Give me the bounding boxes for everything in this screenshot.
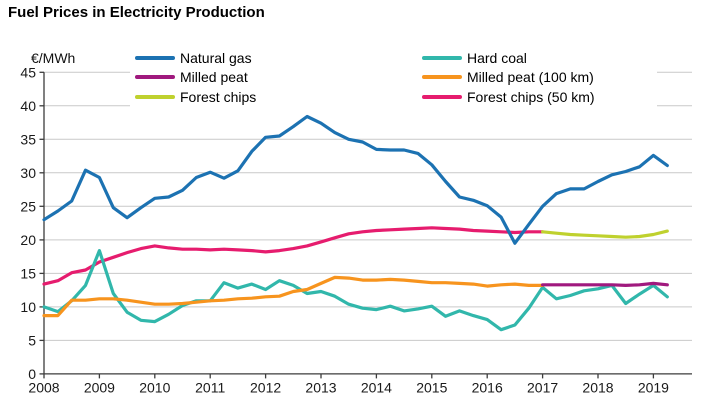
x-tick-label: 2015 <box>416 379 447 395</box>
legend-label: Forest chips <box>180 88 257 105</box>
axis-lines <box>43 72 692 375</box>
x-tick-label: 2014 <box>361 379 392 395</box>
y-tick-label: 35 <box>20 131 36 147</box>
y-tick-label: 45 <box>20 64 36 80</box>
natural-gas-line-swatch-icon <box>135 55 175 60</box>
series-line-milled-peat <box>540 281 669 287</box>
x-tick-label: 2019 <box>638 379 669 395</box>
chart-title: Fuel Prices in Electricity Production <box>8 4 265 21</box>
series-line-milled-peat-100-km <box>42 275 545 318</box>
series-line-natural-gas <box>42 114 669 245</box>
y-tick-label: 15 <box>20 265 36 281</box>
y-axis-unit-label: €/MWh <box>31 50 76 66</box>
y-tick-label: 5 <box>28 332 36 348</box>
x-tick-label: 2013 <box>305 379 336 395</box>
y-tick-label: 30 <box>20 165 36 181</box>
legend-item-forest-chips: Forest chips <box>135 87 422 106</box>
legend-label: Natural gas <box>180 49 252 66</box>
x-tick-label: 2016 <box>472 379 503 395</box>
y-tick-label: 0 <box>28 366 36 382</box>
milled-peat-100km-line-swatch-icon <box>422 75 462 79</box>
legend-label: Hard coal <box>467 49 527 66</box>
series-line-forest-chips <box>540 229 669 239</box>
legend-label: Forest chips (50 km) <box>467 88 595 105</box>
legend: Natural gas Milled peat Forest chips Har… <box>130 47 657 107</box>
milled-peat-line-swatch-icon <box>135 75 175 79</box>
hard-coal-line-swatch-icon <box>422 55 462 60</box>
forest-chips-50km-line-swatch-icon <box>422 94 462 99</box>
legend-label: Milled peat (100 km) <box>467 69 594 85</box>
x-tick-label: 2011 <box>195 379 225 395</box>
series-line-forest-chips-50-km <box>42 226 545 286</box>
x-tick-label: 2010 <box>139 379 170 395</box>
forest-chips-line-swatch-icon <box>135 94 175 99</box>
legend-item-hard-coal: Hard coal <box>422 48 657 67</box>
x-tick-label: 2017 <box>527 379 558 395</box>
x-tick-label: 2018 <box>582 379 613 395</box>
legend-label: Milled peat <box>180 69 248 85</box>
legend-column-2: Hard coal Milled peat (100 km) Forest ch… <box>422 47 657 107</box>
legend-column-1: Natural gas Milled peat Forest chips <box>130 47 422 107</box>
legend-item-forest-chips-50km: Forest chips (50 km) <box>422 87 657 106</box>
legend-item-milled-peat-100km: Milled peat (100 km) <box>422 68 657 87</box>
y-tick-label: 20 <box>20 232 36 248</box>
x-tick-label: 2008 <box>28 379 59 395</box>
legend-item-natural-gas: Natural gas <box>135 48 422 67</box>
y-tick-label: 25 <box>20 198 36 214</box>
y-tick-label: 40 <box>20 98 36 114</box>
series-line-hard-coal <box>42 249 669 332</box>
y-tick-label: 10 <box>20 299 36 315</box>
x-tick-label: 2012 <box>250 379 281 395</box>
legend-item-milled-peat: Milled peat <box>135 68 422 87</box>
x-tick-label: 2009 <box>84 379 115 395</box>
